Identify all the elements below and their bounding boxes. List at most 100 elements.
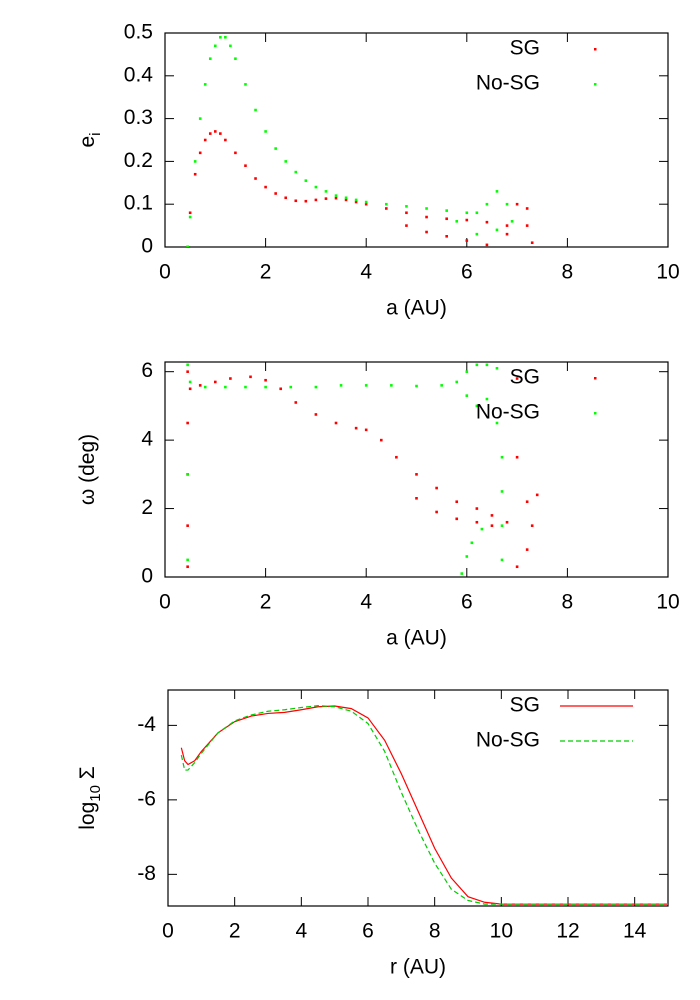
point: [455, 500, 459, 504]
point: [304, 179, 308, 182]
point: [465, 239, 469, 242]
point: [385, 207, 388, 210]
point: [515, 377, 519, 380]
x-tick-label: 10: [656, 591, 679, 614]
point: [254, 177, 257, 180]
point: [188, 215, 192, 219]
x-tick-label: 8: [562, 261, 574, 284]
point: [525, 548, 529, 551]
panel: 0 2 4 6 8 10 0 0.1 0.2 0.3 0.4 0.5 a (AU) ei SG No-SG: [76, 21, 680, 320]
point: [186, 245, 189, 247]
y-axis-label-sub: i: [87, 132, 104, 135]
point: [339, 384, 343, 387]
point: [445, 209, 448, 212]
point: [289, 385, 293, 389]
point: [314, 185, 318, 189]
y-tick-label: -4: [137, 713, 156, 736]
point: [379, 438, 383, 442]
x-tick-label: 4: [295, 920, 307, 943]
point: [364, 200, 368, 204]
x-tick-label: 10: [490, 920, 513, 943]
point: [264, 185, 267, 189]
point: [465, 218, 469, 222]
point: [354, 200, 358, 204]
point: [525, 500, 529, 504]
point: [219, 35, 222, 39]
line: [180, 705, 668, 905]
point: [314, 413, 318, 416]
point: [495, 190, 499, 193]
y-tick-label: 6: [141, 359, 153, 382]
point: [354, 198, 358, 202]
point: [415, 496, 418, 500]
point: [485, 243, 489, 247]
point: [344, 196, 348, 200]
point: [364, 428, 368, 432]
point: [334, 194, 338, 197]
legend-marker: [594, 377, 597, 380]
x-tick-label: 6: [362, 920, 374, 943]
point: [224, 35, 227, 39]
y-tick-label: -6: [137, 787, 156, 810]
point: [455, 220, 459, 223]
point: [198, 151, 202, 155]
point: [515, 455, 519, 459]
point: [515, 202, 519, 206]
point: [314, 198, 318, 202]
x-tick-label: 8: [562, 591, 574, 614]
plot-area: [186, 363, 539, 575]
point: [405, 211, 408, 215]
legend-marker: [594, 83, 597, 86]
point: [500, 524, 504, 527]
point: [525, 207, 529, 210]
y-tick-label: 4: [141, 428, 153, 451]
point: [425, 230, 428, 234]
point: [264, 385, 267, 389]
point: [264, 130, 267, 133]
point: [435, 510, 438, 514]
y-tick-label: 0.2: [124, 149, 153, 172]
point: [364, 202, 368, 206]
plot-area: [186, 35, 534, 247]
point: [186, 473, 189, 476]
point: [203, 138, 207, 142]
point: [274, 147, 277, 150]
point: [425, 215, 428, 219]
point: [294, 401, 298, 404]
point: [188, 387, 192, 391]
point: [214, 44, 217, 48]
point: [475, 404, 479, 408]
point: [505, 232, 509, 236]
point: [208, 57, 212, 60]
point: [455, 517, 459, 521]
point: [405, 205, 408, 208]
point: [334, 196, 338, 200]
point: [500, 558, 504, 562]
point: [530, 241, 534, 245]
y-axis-label-text: Σ: [76, 766, 99, 785]
x-tick-label: 4: [360, 261, 372, 284]
point: [415, 473, 418, 476]
point: [188, 211, 192, 215]
point: [465, 555, 469, 558]
point: [465, 211, 469, 215]
y-tick-label: 0.5: [124, 21, 153, 44]
y-tick-label: 0.4: [124, 63, 154, 86]
y-tick-label: -8: [137, 862, 156, 885]
point: [324, 197, 328, 200]
x-tick-label: 4: [360, 591, 372, 614]
point: [500, 490, 504, 493]
y-tick-label: 0: [141, 565, 153, 588]
point: [354, 426, 358, 430]
point: [214, 130, 217, 133]
point: [405, 224, 408, 227]
point: [385, 202, 388, 206]
point: [224, 385, 227, 389]
x-axis-label: r (AU): [390, 956, 446, 979]
point: [460, 572, 464, 575]
point: [193, 160, 197, 163]
point: [324, 190, 328, 193]
point: [203, 385, 207, 389]
